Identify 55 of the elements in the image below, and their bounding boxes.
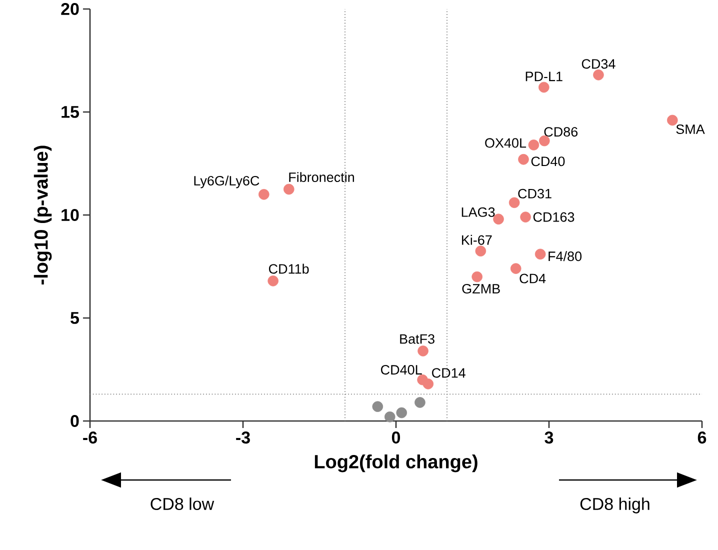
point	[508, 197, 520, 208]
y-tick-label: 5	[70, 312, 79, 324]
annotation: GZMB	[462, 284, 500, 294]
annotation: CD31	[518, 188, 552, 198]
annotation: F4/80	[548, 251, 582, 262]
point	[493, 214, 504, 225]
annotation: CD11b	[268, 264, 309, 274]
y-tick-label: 10	[62, 208, 79, 222]
point	[539, 135, 550, 146]
point	[510, 263, 522, 274]
point	[372, 401, 384, 412]
x-tick-label: 6	[698, 432, 706, 444]
annotation: CD40	[531, 156, 565, 166]
y-tick-label: 15	[62, 106, 79, 118]
annotation: OX40L	[485, 138, 526, 148]
y-tick-label: 20	[61, 2, 79, 16]
point	[475, 246, 486, 256]
point	[667, 114, 678, 126]
point	[528, 140, 540, 150]
annotation: BatF3	[400, 334, 434, 344]
point	[422, 378, 434, 390]
annotation: CD40L	[380, 365, 422, 375]
annotation: CD14	[432, 368, 466, 378]
x-tick-label: 3	[544, 432, 554, 444]
x-axis-title: Log2(fold change)	[314, 454, 478, 472]
annotation: LAG3	[462, 207, 495, 217]
annotation: CD163	[533, 212, 574, 222]
annotation: SMA	[676, 124, 705, 134]
point	[384, 411, 396, 422]
point	[518, 154, 529, 165]
point	[472, 271, 482, 282]
annotation: Fibronectin	[289, 172, 354, 182]
point	[396, 407, 408, 418]
point	[520, 212, 531, 222]
point	[418, 346, 428, 356]
x-tick-label: 0	[392, 432, 400, 444]
y-axis-title: -log10 (p-value)	[34, 146, 52, 284]
annotation: CD4	[520, 274, 546, 284]
text: CD8 high	[580, 498, 650, 514]
point	[284, 184, 294, 195]
text: CD8 low	[150, 498, 214, 510]
point	[593, 70, 604, 80]
annotation: CD34	[582, 59, 616, 69]
annotation: PD-L1	[526, 72, 562, 82]
point	[534, 248, 546, 260]
point	[414, 397, 426, 408]
y-tick-label: 0	[70, 414, 79, 428]
point	[538, 82, 550, 93]
x-tick-label: -3	[236, 432, 250, 444]
annotation: Ki-67	[462, 234, 492, 245]
annotation: Ly6G/Ly6C	[194, 176, 260, 188]
x-tick-label: -6	[83, 432, 97, 444]
annotation: CD86	[544, 127, 578, 137]
point	[258, 189, 270, 200]
point	[268, 276, 278, 286]
